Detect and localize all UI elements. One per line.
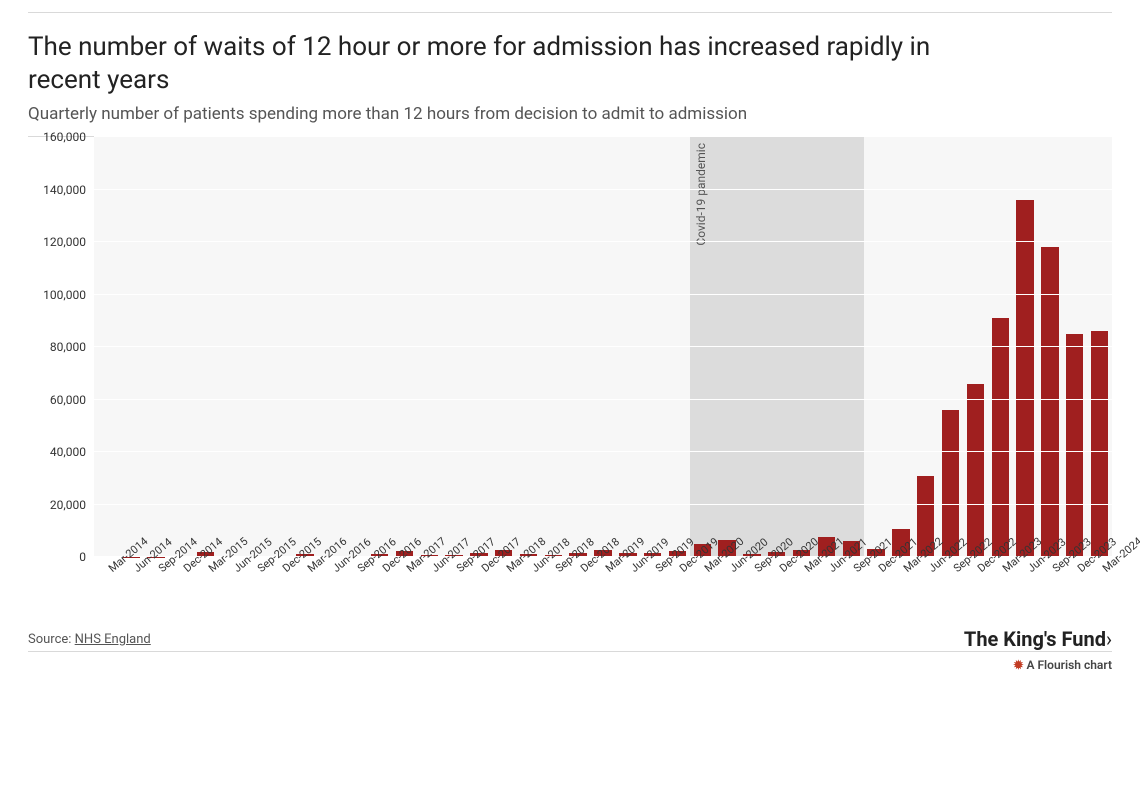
chart-subtitle: Quarterly number of patients spending mo… — [28, 104, 1112, 124]
grid-line — [94, 346, 1112, 347]
y-axis-label: 120,000 — [28, 235, 86, 249]
chart-area: Covid-19 pandemic Mar-2014Jun-2014Sep-20… — [28, 137, 1112, 617]
grid-line — [94, 136, 1112, 137]
y-axis-label: 160,000 — [28, 130, 86, 144]
chart-footer: Source: NHS England The King's Fund› — [28, 627, 1112, 651]
top-rule — [28, 12, 1112, 13]
y-axis-label: 140,000 — [28, 183, 86, 197]
y-axis-label: 60,000 — [28, 393, 86, 407]
flourish-credit[interactable]: ✹ A Flourish chart — [28, 658, 1112, 672]
grid-line — [94, 189, 1112, 190]
grid-line — [94, 504, 1112, 505]
bar[interactable] — [1091, 331, 1108, 557]
y-axis-label: 0 — [28, 550, 86, 564]
bar[interactable] — [992, 318, 1009, 557]
plot-area: Covid-19 pandemic Mar-2014Jun-2014Sep-20… — [94, 137, 1112, 557]
source-link[interactable]: NHS England — [75, 632, 151, 647]
bar[interactable] — [1066, 334, 1083, 557]
grid-line — [94, 451, 1112, 452]
brand-logo: The King's Fund› — [964, 627, 1112, 651]
bar[interactable] — [967, 384, 984, 557]
y-axis-label: 20,000 — [28, 498, 86, 512]
source-text: Source: NHS England — [28, 632, 151, 647]
flourish-text: A Flourish chart — [1026, 658, 1112, 672]
flourish-icon: ✹ — [1013, 658, 1023, 672]
chevron-icon: › — [1106, 627, 1112, 651]
source-prefix: Source: — [28, 632, 75, 647]
grid-line — [94, 241, 1112, 242]
grid-line — [94, 399, 1112, 400]
y-axis-label: 40,000 — [28, 445, 86, 459]
grid-line — [94, 294, 1112, 295]
bar[interactable] — [942, 410, 959, 557]
bars-container — [94, 137, 1112, 557]
chart-title: The number of waits of 12 hour or more f… — [28, 31, 1008, 96]
y-axis-label: 80,000 — [28, 340, 86, 354]
brand-text: The King's Fund — [964, 627, 1106, 651]
y-axis-label: 100,000 — [28, 288, 86, 302]
bottom-rule — [28, 651, 1112, 652]
